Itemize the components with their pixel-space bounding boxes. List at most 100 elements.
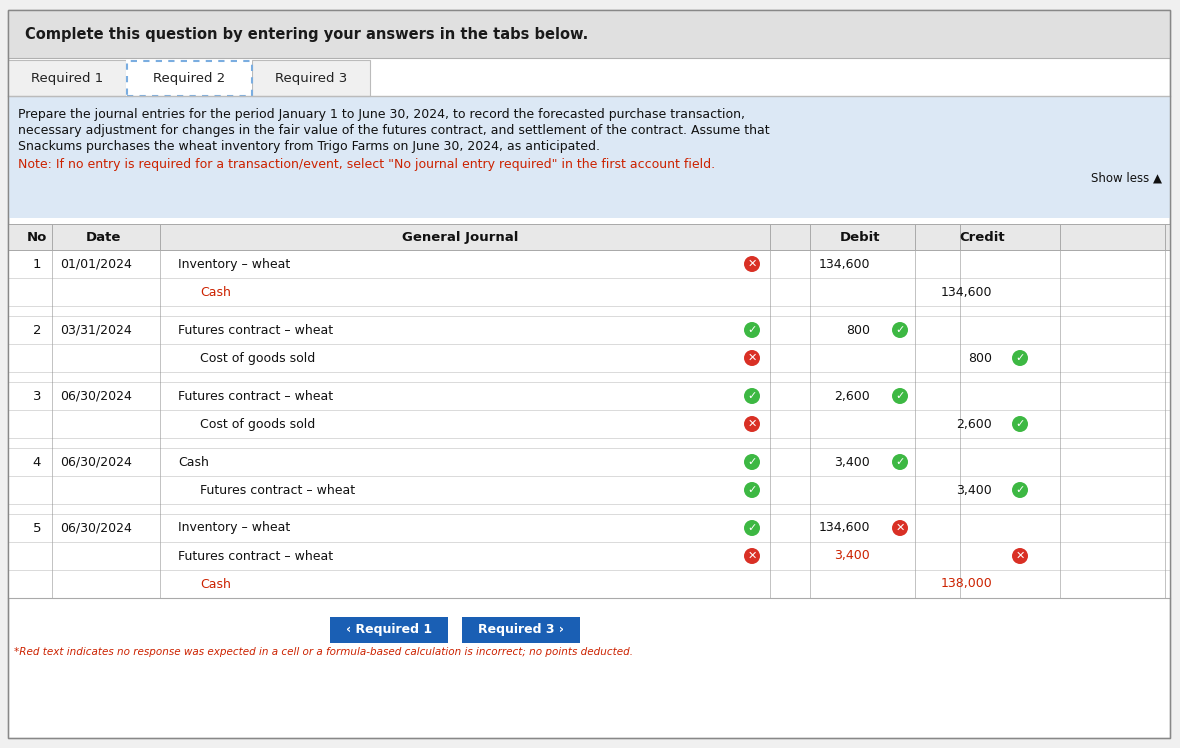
Text: Cost of goods sold: Cost of goods sold bbox=[199, 352, 315, 364]
Text: Note: If no entry is required for a transaction/event, select "No journal entry : Note: If no entry is required for a tran… bbox=[18, 158, 715, 171]
Bar bbox=[8, 224, 1171, 250]
Text: ✕: ✕ bbox=[747, 551, 756, 560]
Text: Cash: Cash bbox=[199, 577, 231, 590]
Text: ‹ Required 1: ‹ Required 1 bbox=[346, 624, 432, 637]
Text: Inventory – wheat: Inventory – wheat bbox=[178, 257, 290, 271]
Text: 01/01/2024: 01/01/2024 bbox=[60, 257, 132, 271]
Text: 4: 4 bbox=[33, 456, 41, 468]
Text: ✓: ✓ bbox=[896, 325, 905, 334]
Text: ✓: ✓ bbox=[1015, 485, 1024, 494]
Text: Date: Date bbox=[85, 230, 120, 244]
Bar bbox=[8, 372, 1171, 382]
Circle shape bbox=[745, 350, 760, 366]
Text: Debit: Debit bbox=[840, 230, 880, 244]
Text: 134,600: 134,600 bbox=[940, 286, 992, 298]
Bar bbox=[8, 10, 1171, 58]
Text: 3,400: 3,400 bbox=[834, 550, 870, 562]
Bar bbox=[126, 60, 253, 96]
Text: 3: 3 bbox=[33, 390, 41, 402]
Circle shape bbox=[892, 520, 907, 536]
Text: ✕: ✕ bbox=[747, 418, 756, 429]
Circle shape bbox=[745, 548, 760, 564]
Text: 06/30/2024: 06/30/2024 bbox=[60, 521, 132, 535]
Text: ✕: ✕ bbox=[896, 523, 905, 533]
Text: Futures contract – wheat: Futures contract – wheat bbox=[199, 483, 355, 497]
Text: Futures contract – wheat: Futures contract – wheat bbox=[178, 390, 333, 402]
Text: Credit: Credit bbox=[959, 230, 1005, 244]
Text: ✓: ✓ bbox=[1015, 352, 1024, 363]
Bar bbox=[8, 570, 1171, 598]
Text: ✓: ✓ bbox=[1015, 418, 1024, 429]
Text: ✓: ✓ bbox=[747, 456, 756, 467]
Bar bbox=[8, 382, 1171, 410]
Text: ✕: ✕ bbox=[747, 352, 756, 363]
Bar bbox=[8, 278, 1171, 306]
Text: 03/31/2024: 03/31/2024 bbox=[60, 323, 132, 337]
Text: 134,600: 134,600 bbox=[819, 521, 870, 535]
Bar bbox=[8, 504, 1171, 514]
Circle shape bbox=[1012, 482, 1028, 498]
Bar bbox=[8, 476, 1171, 504]
Text: Cash: Cash bbox=[178, 456, 209, 468]
Text: 2,600: 2,600 bbox=[834, 390, 870, 402]
Text: Cost of goods sold: Cost of goods sold bbox=[199, 417, 315, 431]
Circle shape bbox=[745, 388, 760, 404]
Text: 06/30/2024: 06/30/2024 bbox=[60, 390, 132, 402]
Circle shape bbox=[1012, 416, 1028, 432]
Bar bbox=[8, 306, 1171, 316]
Circle shape bbox=[745, 482, 760, 498]
Text: 06/30/2024: 06/30/2024 bbox=[60, 456, 132, 468]
Circle shape bbox=[1012, 350, 1028, 366]
Bar bbox=[8, 344, 1171, 372]
Text: necessary adjustment for changes in the fair value of the futures contract, and : necessary adjustment for changes in the … bbox=[18, 123, 769, 136]
Text: Prepare the journal entries for the period January 1 to June 30, 2024, to record: Prepare the journal entries for the peri… bbox=[18, 108, 745, 120]
Bar bbox=[8, 250, 1171, 278]
Circle shape bbox=[745, 454, 760, 470]
Text: 3,400: 3,400 bbox=[834, 456, 870, 468]
Circle shape bbox=[745, 416, 760, 432]
Text: Required 3 ›: Required 3 › bbox=[478, 624, 564, 637]
Text: 2: 2 bbox=[33, 323, 41, 337]
Text: ✓: ✓ bbox=[747, 485, 756, 494]
Text: Complete this question by entering your answers in the tabs below.: Complete this question by entering your … bbox=[25, 26, 589, 41]
Text: Required 3: Required 3 bbox=[275, 72, 347, 85]
Bar bbox=[330, 617, 448, 643]
Text: Required 1: Required 1 bbox=[31, 72, 103, 85]
Bar bbox=[463, 617, 581, 643]
Text: 5: 5 bbox=[33, 521, 41, 535]
Bar bbox=[8, 438, 1171, 448]
Text: 800: 800 bbox=[846, 323, 870, 337]
Circle shape bbox=[745, 520, 760, 536]
Circle shape bbox=[1012, 548, 1028, 564]
Bar bbox=[8, 410, 1171, 438]
Text: No: No bbox=[27, 230, 47, 244]
Text: ✕: ✕ bbox=[1015, 551, 1024, 560]
Circle shape bbox=[745, 256, 760, 272]
Bar bbox=[8, 448, 1171, 476]
Text: 1: 1 bbox=[33, 257, 41, 271]
Text: Futures contract – wheat: Futures contract – wheat bbox=[178, 323, 333, 337]
Bar bbox=[253, 60, 371, 96]
Circle shape bbox=[892, 388, 907, 404]
Circle shape bbox=[892, 322, 907, 338]
Text: ✓: ✓ bbox=[747, 523, 756, 533]
Text: *Red text indicates no response was expected in a cell or a formula-based calcul: *Red text indicates no response was expe… bbox=[14, 647, 632, 657]
Bar bbox=[8, 542, 1171, 570]
Text: ✓: ✓ bbox=[896, 456, 905, 467]
Circle shape bbox=[745, 322, 760, 338]
Text: Inventory – wheat: Inventory – wheat bbox=[178, 521, 290, 535]
Text: 138,000: 138,000 bbox=[940, 577, 992, 590]
Text: 3,400: 3,400 bbox=[956, 483, 992, 497]
Text: General Journal: General Journal bbox=[402, 230, 518, 244]
Bar bbox=[8, 96, 1171, 218]
Text: 800: 800 bbox=[968, 352, 992, 364]
Bar bbox=[8, 60, 126, 96]
Text: Snackums purchases the wheat inventory from Trigo Farms on June 30, 2024, as ant: Snackums purchases the wheat inventory f… bbox=[18, 139, 599, 153]
Bar bbox=[126, 61, 251, 96]
Text: ✕: ✕ bbox=[747, 259, 756, 269]
Text: ✓: ✓ bbox=[747, 325, 756, 334]
Bar bbox=[8, 514, 1171, 542]
Text: Required 2: Required 2 bbox=[153, 72, 225, 85]
Text: ✓: ✓ bbox=[896, 390, 905, 400]
Text: Cash: Cash bbox=[199, 286, 231, 298]
